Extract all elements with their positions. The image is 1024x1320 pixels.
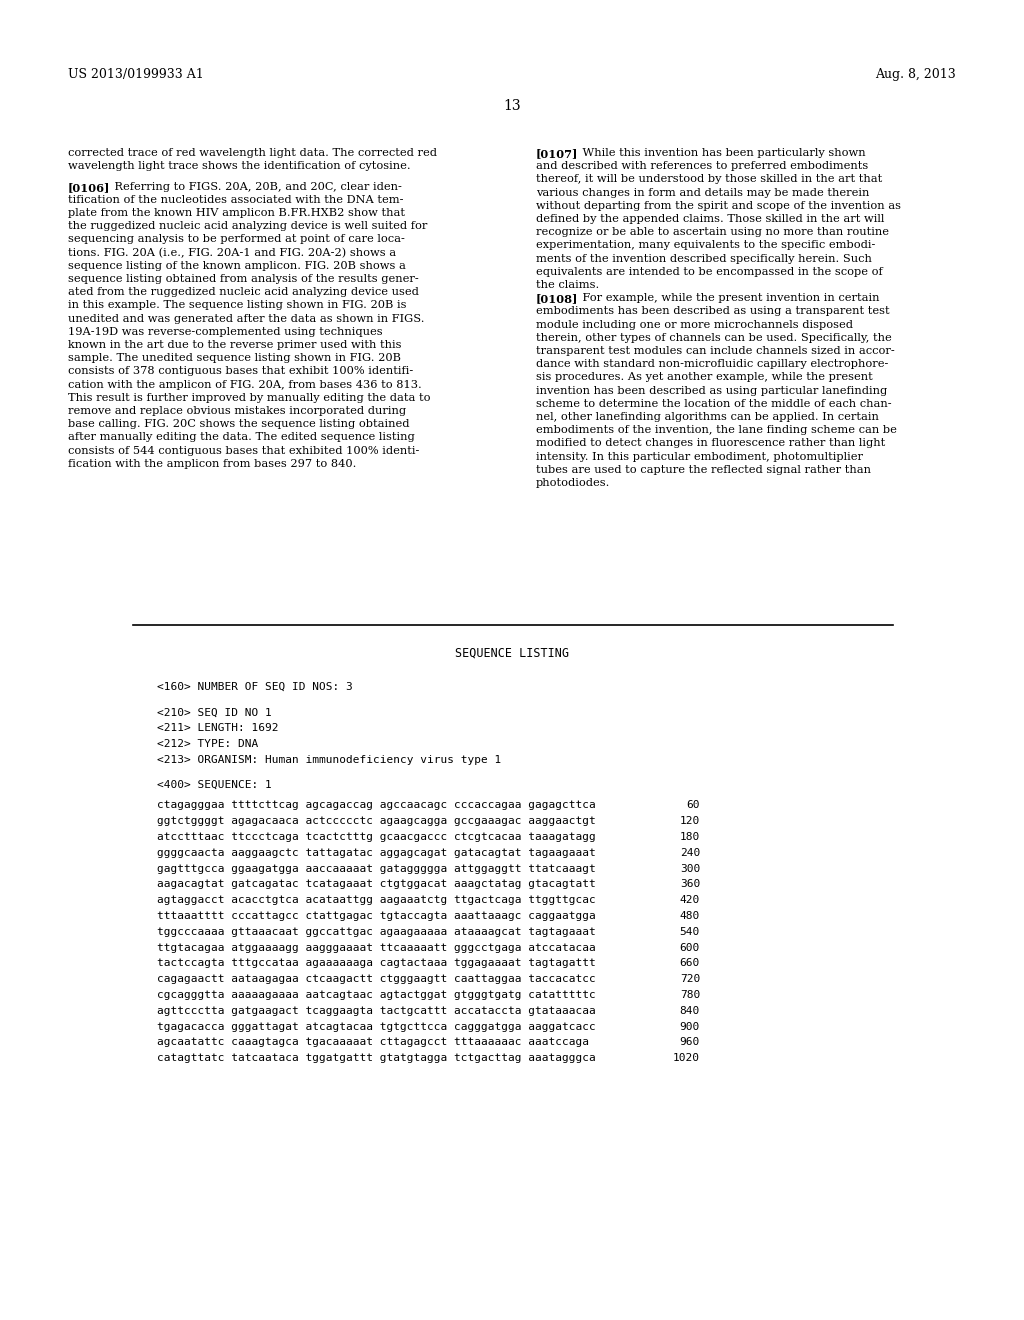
Text: embodiments has been described as using a transparent test: embodiments has been described as using … bbox=[536, 306, 890, 317]
Text: 900: 900 bbox=[680, 1022, 700, 1032]
Text: sequence listing of the known amplicon. FIG. 20B shows a: sequence listing of the known amplicon. … bbox=[68, 261, 406, 271]
Text: after manually editing the data. The edited sequence listing: after manually editing the data. The edi… bbox=[68, 433, 415, 442]
Text: <400> SEQUENCE: 1: <400> SEQUENCE: 1 bbox=[157, 780, 271, 789]
Text: sequence listing obtained from analysis of the results gener-: sequence listing obtained from analysis … bbox=[68, 275, 419, 284]
Text: 780: 780 bbox=[680, 990, 700, 1001]
Text: tttaaatttt cccattagcc ctattgagac tgtaccagta aaattaaagc caggaatgga: tttaaatttt cccattagcc ctattgagac tgtacca… bbox=[157, 911, 596, 921]
Text: cagagaactt aataagagaa ctcaagactt ctgggaagtt caattaggaa taccacatcc: cagagaactt aataagagaa ctcaagactt ctgggaa… bbox=[157, 974, 596, 985]
Text: agcaatattc caaagtagca tgacaaaaat cttagagcct tttaaaaaac aaatccaga: agcaatattc caaagtagca tgacaaaaat cttagag… bbox=[157, 1038, 589, 1048]
Text: 420: 420 bbox=[680, 895, 700, 906]
Text: 300: 300 bbox=[680, 863, 700, 874]
Text: tions. FIG. 20A (i.e., FIG. 20A-1 and FIG. 20A-2) shows a: tions. FIG. 20A (i.e., FIG. 20A-1 and FI… bbox=[68, 248, 396, 257]
Text: 1020: 1020 bbox=[673, 1053, 700, 1064]
Text: cation with the amplicon of FIG. 20A, from bases 436 to 813.: cation with the amplicon of FIG. 20A, fr… bbox=[68, 380, 422, 389]
Text: Aug. 8, 2013: Aug. 8, 2013 bbox=[876, 69, 956, 81]
Text: ctagagggaa ttttcttcag agcagaccag agccaacagc cccaccagaa gagagcttca: ctagagggaa ttttcttcag agcagaccag agccaac… bbox=[157, 800, 596, 810]
Text: 480: 480 bbox=[680, 911, 700, 921]
Text: dance with standard non-microfluidic capillary electrophore-: dance with standard non-microfluidic cap… bbox=[536, 359, 889, 370]
Text: consists of 378 contiguous bases that exhibit 100% identifi-: consists of 378 contiguous bases that ex… bbox=[68, 367, 414, 376]
Text: This result is further improved by manually editing the data to: This result is further improved by manua… bbox=[68, 393, 430, 403]
Text: fication with the amplicon from bases 297 to 840.: fication with the amplicon from bases 29… bbox=[68, 459, 356, 469]
Text: 540: 540 bbox=[680, 927, 700, 937]
Text: ggtctggggt agagacaaca actccccctc agaagcagga gccgaaagac aaggaactgt: ggtctggggt agagacaaca actccccctc agaagca… bbox=[157, 816, 596, 826]
Text: US 2013/0199933 A1: US 2013/0199933 A1 bbox=[68, 69, 204, 81]
Text: tification of the nucleotides associated with the DNA tem-: tification of the nucleotides associated… bbox=[68, 195, 403, 205]
Text: gagtttgcca ggaagatgga aaccaaaaat gataggggga attggaggtt ttatcaaagt: gagtttgcca ggaagatgga aaccaaaaat gataggg… bbox=[157, 863, 596, 874]
Text: nel, other lanefinding algorithms can be applied. In certain: nel, other lanefinding algorithms can be… bbox=[536, 412, 879, 422]
Text: tubes are used to capture the reflected signal rather than: tubes are used to capture the reflected … bbox=[536, 465, 871, 475]
Text: consists of 544 contiguous bases that exhibited 100% identi-: consists of 544 contiguous bases that ex… bbox=[68, 446, 420, 455]
Text: <211> LENGTH: 1692: <211> LENGTH: 1692 bbox=[157, 723, 279, 733]
Text: tggcccaaaa gttaaacaat ggccattgac agaagaaaaa ataaaagcat tagtagaaat: tggcccaaaa gttaaacaat ggccattgac agaagaa… bbox=[157, 927, 596, 937]
Text: While this invention has been particularly shown: While this invention has been particular… bbox=[568, 148, 865, 158]
Text: various changes in form and details may be made therein: various changes in form and details may … bbox=[536, 187, 869, 198]
Text: tgagacacca gggattagat atcagtacaa tgtgcttcca cagggatgga aaggatcacc: tgagacacca gggattagat atcagtacaa tgtgctt… bbox=[157, 1022, 596, 1032]
Text: 600: 600 bbox=[680, 942, 700, 953]
Text: intensity. In this particular embodiment, photomultiplier: intensity. In this particular embodiment… bbox=[536, 451, 863, 462]
Text: 19A-19D was reverse-complemented using techniques: 19A-19D was reverse-complemented using t… bbox=[68, 327, 383, 337]
Text: sis procedures. As yet another example, while the present: sis procedures. As yet another example, … bbox=[536, 372, 872, 383]
Text: 840: 840 bbox=[680, 1006, 700, 1016]
Text: the ruggedized nucleic acid analyzing device is well suited for: the ruggedized nucleic acid analyzing de… bbox=[68, 222, 427, 231]
Text: wavelength light trace shows the identification of cytosine.: wavelength light trace shows the identif… bbox=[68, 161, 411, 172]
Text: photodiodes.: photodiodes. bbox=[536, 478, 610, 488]
Text: <160> NUMBER OF SEQ ID NOS: 3: <160> NUMBER OF SEQ ID NOS: 3 bbox=[157, 682, 352, 692]
Text: sequencing analysis to be performed at point of care loca-: sequencing analysis to be performed at p… bbox=[68, 235, 404, 244]
Text: catagttatc tatcaataca tggatgattt gtatgtagga tctgacttag aaatagggca: catagttatc tatcaataca tggatgattt gtatgta… bbox=[157, 1053, 596, 1064]
Text: unedited and was generated after the data as shown in FIGS.: unedited and was generated after the dat… bbox=[68, 314, 425, 323]
Text: 180: 180 bbox=[680, 832, 700, 842]
Text: <210> SEQ ID NO 1: <210> SEQ ID NO 1 bbox=[157, 708, 271, 717]
Text: therein, other types of channels can be used. Specifically, the: therein, other types of channels can be … bbox=[536, 333, 892, 343]
Text: defined by the appended claims. Those skilled in the art will: defined by the appended claims. Those sk… bbox=[536, 214, 885, 224]
Text: known in the art due to the reverse primer used with this: known in the art due to the reverse prim… bbox=[68, 341, 401, 350]
Text: tactccagta tttgccataa agaaaaaaga cagtactaaa tggagaaaat tagtagattt: tactccagta tttgccataa agaaaaaaga cagtact… bbox=[157, 958, 596, 969]
Text: ggggcaacta aaggaagctc tattagatac aggagcagat gatacagtat tagaagaaat: ggggcaacta aaggaagctc tattagatac aggagca… bbox=[157, 847, 596, 858]
Text: 720: 720 bbox=[680, 974, 700, 985]
Text: ttgtacagaa atggaaaagg aagggaaaat ttcaaaaatt gggcctgaga atccatacaa: ttgtacagaa atggaaaagg aagggaaaat ttcaaaa… bbox=[157, 942, 596, 953]
Text: agtaggacct acacctgtca acataattgg aagaaatctg ttgactcaga ttggttgcac: agtaggacct acacctgtca acataattgg aagaaat… bbox=[157, 895, 596, 906]
Text: corrected trace of red wavelength light data. The corrected red: corrected trace of red wavelength light … bbox=[68, 148, 437, 158]
Text: [0107]: [0107] bbox=[536, 148, 579, 158]
Text: [0108]: [0108] bbox=[536, 293, 579, 304]
Text: recognize or be able to ascertain using no more than routine: recognize or be able to ascertain using … bbox=[536, 227, 889, 238]
Text: atcctttaac ttccctcaga tcactctttg gcaacgaccc ctcgtcacaa taaagatagg: atcctttaac ttccctcaga tcactctttg gcaacga… bbox=[157, 832, 596, 842]
Text: without departing from the spirit and scope of the invention as: without departing from the spirit and sc… bbox=[536, 201, 901, 211]
Text: 360: 360 bbox=[680, 879, 700, 890]
Text: aagacagtat gatcagatac tcatagaaat ctgtggacat aaagctatag gtacagtatt: aagacagtat gatcagatac tcatagaaat ctgtgga… bbox=[157, 879, 596, 890]
Text: SEQUENCE LISTING: SEQUENCE LISTING bbox=[455, 647, 569, 660]
Text: in this example. The sequence listing shown in FIG. 20B is: in this example. The sequence listing sh… bbox=[68, 301, 407, 310]
Text: remove and replace obvious mistakes incorporated during: remove and replace obvious mistakes inco… bbox=[68, 407, 407, 416]
Text: invention has been described as using particular lanefinding: invention has been described as using pa… bbox=[536, 385, 887, 396]
Text: and described with references to preferred embodiments: and described with references to preferr… bbox=[536, 161, 868, 172]
Text: 60: 60 bbox=[686, 800, 700, 810]
Text: 240: 240 bbox=[680, 847, 700, 858]
Text: equivalents are intended to be encompassed in the scope of: equivalents are intended to be encompass… bbox=[536, 267, 883, 277]
Text: Referring to FIGS. 20A, 20B, and 20C, clear iden-: Referring to FIGS. 20A, 20B, and 20C, cl… bbox=[100, 182, 401, 191]
Text: ated from the ruggedized nucleic acid analyzing device used: ated from the ruggedized nucleic acid an… bbox=[68, 288, 419, 297]
Text: transparent test modules can include channels sized in accor-: transparent test modules can include cha… bbox=[536, 346, 895, 356]
Text: <212> TYPE: DNA: <212> TYPE: DNA bbox=[157, 739, 258, 748]
Text: agttccctta gatgaagact tcaggaagta tactgcattt accataccta gtataaacaa: agttccctta gatgaagact tcaggaagta tactgca… bbox=[157, 1006, 596, 1016]
Text: ments of the invention described specifically herein. Such: ments of the invention described specifi… bbox=[536, 253, 871, 264]
Text: embodiments of the invention, the lane finding scheme can be: embodiments of the invention, the lane f… bbox=[536, 425, 897, 436]
Text: module including one or more microchannels disposed: module including one or more microchanne… bbox=[536, 319, 853, 330]
Text: sample. The unedited sequence listing shown in FIG. 20B: sample. The unedited sequence listing sh… bbox=[68, 354, 401, 363]
Text: modified to detect changes in fluorescence rather than light: modified to detect changes in fluorescen… bbox=[536, 438, 886, 449]
Text: <213> ORGANISM: Human immunodeficiency virus type 1: <213> ORGANISM: Human immunodeficiency v… bbox=[157, 755, 502, 764]
Text: 13: 13 bbox=[503, 99, 521, 114]
Text: cgcagggtta aaaaagaaaa aatcagtaac agtactggat gtgggtgatg catatttttc: cgcagggtta aaaaagaaaa aatcagtaac agtactg… bbox=[157, 990, 596, 1001]
Text: thereof, it will be understood by those skilled in the art that: thereof, it will be understood by those … bbox=[536, 174, 883, 185]
Text: For example, while the present invention in certain: For example, while the present invention… bbox=[568, 293, 880, 304]
Text: the claims.: the claims. bbox=[536, 280, 599, 290]
Text: 660: 660 bbox=[680, 958, 700, 969]
Text: [0106]: [0106] bbox=[68, 182, 111, 193]
Text: plate from the known HIV amplicon B.FR.HXB2 show that: plate from the known HIV amplicon B.FR.H… bbox=[68, 209, 406, 218]
Text: base calling. FIG. 20C shows the sequence listing obtained: base calling. FIG. 20C shows the sequenc… bbox=[68, 420, 410, 429]
Text: scheme to determine the location of the middle of each chan-: scheme to determine the location of the … bbox=[536, 399, 892, 409]
Text: experimentation, many equivalents to the specific embodi-: experimentation, many equivalents to the… bbox=[536, 240, 876, 251]
Text: 120: 120 bbox=[680, 816, 700, 826]
Text: 960: 960 bbox=[680, 1038, 700, 1048]
